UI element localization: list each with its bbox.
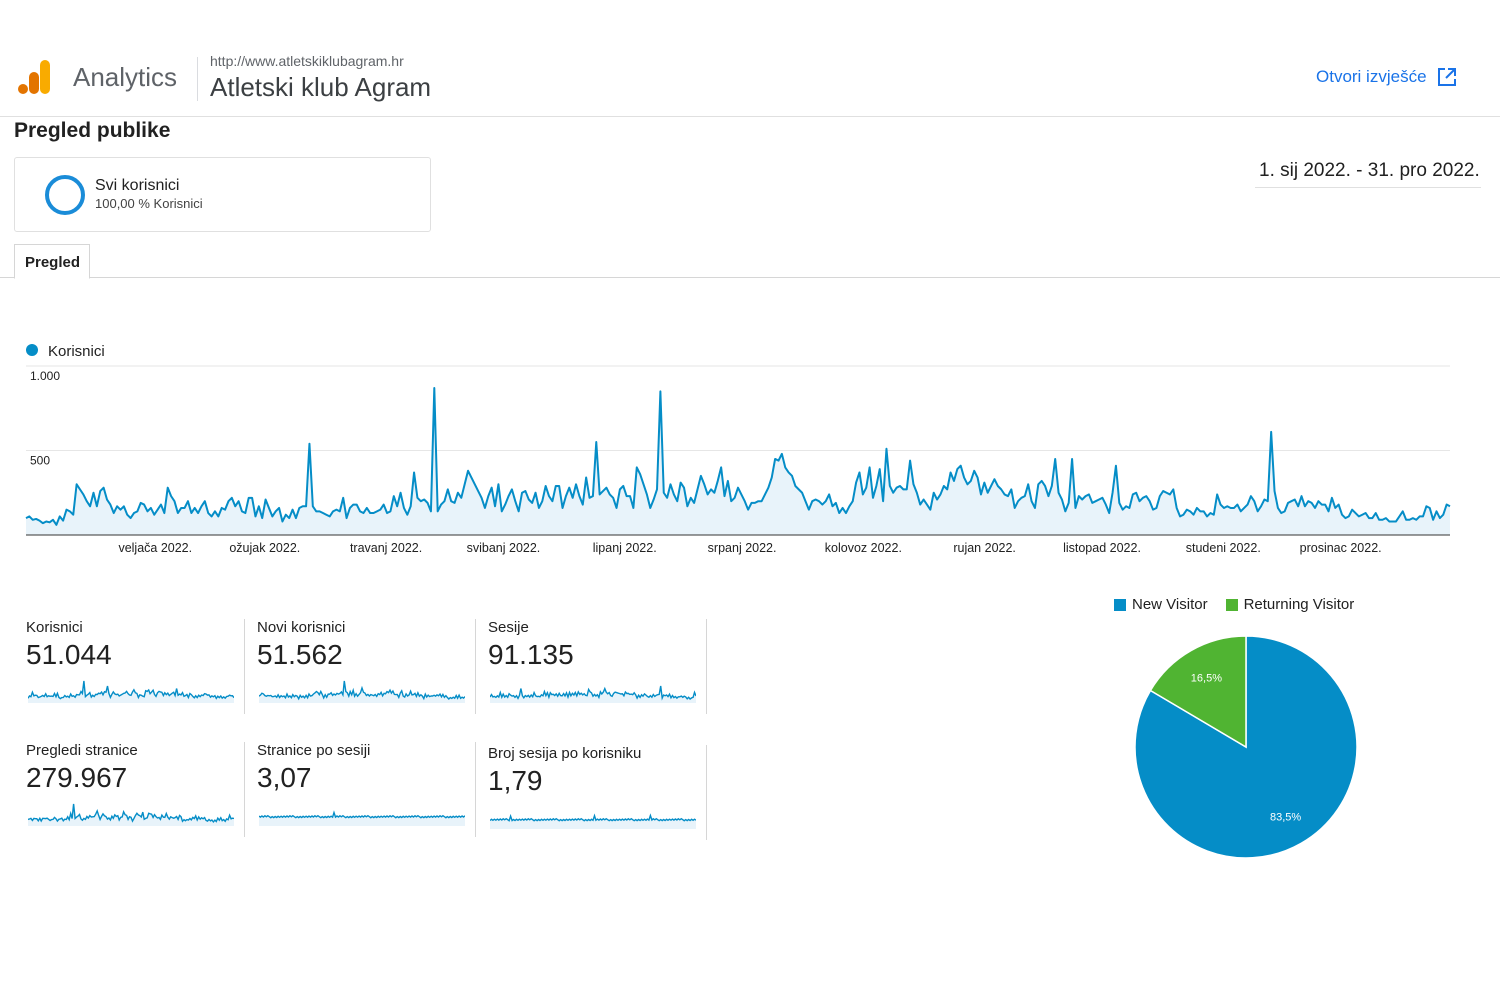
metric-sparkline xyxy=(490,813,696,829)
legend-label[interactable]: Korisnici xyxy=(48,343,105,360)
legend-dot xyxy=(26,344,38,356)
metric-sparkline xyxy=(28,680,234,703)
sparkline-area xyxy=(490,815,696,829)
sparkline-line xyxy=(259,810,465,819)
legend-label: New Visitor xyxy=(1132,596,1208,613)
sparkline-line xyxy=(28,803,234,824)
x-tick-label: rujan 2022. xyxy=(953,541,1016,555)
metric-divider xyxy=(475,742,476,837)
segment-percentage: 100,00 % Korisnici xyxy=(95,196,203,211)
metric-value: 51.044 xyxy=(26,639,112,670)
x-tick-label: kolovoz 2022. xyxy=(825,541,902,555)
x-tick-label: veljača 2022. xyxy=(118,541,192,555)
pie-slice-label: 16,5% xyxy=(1191,673,1222,685)
pie-slice-returning-visitor[interactable] xyxy=(1149,635,1247,749)
metric-divider xyxy=(244,742,245,837)
pie-slice-label: 83,5% xyxy=(1270,811,1301,823)
x-tick-label: prosinac 2022. xyxy=(1300,541,1382,555)
sparkline-line xyxy=(490,685,696,701)
metric-divider xyxy=(244,619,245,714)
series-area xyxy=(26,387,1450,535)
metric-label: Broj sesija po korisniku xyxy=(488,745,642,762)
legend-swatch xyxy=(1114,598,1126,611)
segment-ring-icon xyxy=(45,175,85,215)
metric-pregledi-stranice[interactable]: Pregledi stranice 279.967 xyxy=(26,742,246,842)
metric-value: 279.967 xyxy=(26,762,128,793)
sparkline-area xyxy=(259,681,465,703)
x-tick-label: listopad 2022. xyxy=(1063,541,1141,555)
sparkline-area xyxy=(28,681,234,703)
metric-sparkline xyxy=(259,680,465,703)
sparkline-area xyxy=(259,812,465,826)
metric-sparkline xyxy=(490,685,696,703)
metric-value: 3,07 xyxy=(257,762,312,793)
sparkline-area xyxy=(28,804,234,826)
sparkline-line xyxy=(28,680,234,700)
analytics-logo-icon xyxy=(18,60,50,94)
metric-korisnici[interactable]: Korisnici 51.044 xyxy=(26,619,246,719)
visitor-pie-chart: 83,5% 16,5% xyxy=(1134,635,1358,859)
metric-label: Novi korisnici xyxy=(257,619,346,636)
tab-pregled[interactable]: Pregled xyxy=(14,244,90,279)
metric-label: Sesije xyxy=(488,619,529,636)
metric-divider xyxy=(706,745,707,840)
x-tick-label: travanj 2022. xyxy=(350,541,422,555)
pie-legend: New Visitor Returning Visitor xyxy=(1114,596,1354,613)
x-tick-label: srpanj 2022. xyxy=(708,541,777,555)
metric-value: 51.562 xyxy=(257,639,343,670)
metric-divider xyxy=(475,619,476,714)
users-line-chart: Korisnici 1.000 500 veljača 2022. ožujak 202… xyxy=(25,343,1451,555)
metric-label: Korisnici xyxy=(26,619,83,636)
metric-value: 91.135 xyxy=(488,639,574,670)
open-report-label: Otvori izvješće xyxy=(1316,67,1427,86)
metric-sparkline xyxy=(28,803,234,826)
header: Analytics http://www.atletskiklubagram.h… xyxy=(0,0,1500,117)
site-url: http://www.atletskiklubagram.hr xyxy=(210,53,404,69)
metric-sesije[interactable]: Sesije 91.135 xyxy=(488,619,708,719)
y-tick-label: 1.000 xyxy=(30,369,60,383)
legend-swatch xyxy=(1225,598,1238,611)
metric-label: Stranice po sesiji xyxy=(257,742,371,759)
metric-novi-korisnici[interactable]: Novi korisnici 51.562 xyxy=(257,619,477,719)
legend-new-visitor[interactable]: New Visitor xyxy=(1114,596,1208,613)
metric-divider xyxy=(706,619,707,714)
metric-stranice-po-sesiji[interactable]: Stranice po sesiji 3,07 xyxy=(257,742,477,842)
open-report-link[interactable]: Otvori izvješće xyxy=(1316,67,1457,87)
x-tick-label: studeni 2022. xyxy=(1186,541,1261,555)
tab-bar xyxy=(0,277,1500,278)
site-name[interactable]: Atletski klub Agram xyxy=(210,72,432,102)
visitor-type-pie-panel: New Visitor Returning Visitor 83,5% 16,5% xyxy=(1100,590,1400,870)
date-range-picker[interactable]: 1. sij 2022. - 31. pro 2022. xyxy=(1255,158,1481,188)
segment-card[interactable]: Svi korisnici 100,00 % Korisnici xyxy=(14,157,431,232)
y-tick-label: 500 xyxy=(30,454,50,468)
sparkline-line xyxy=(259,680,465,701)
metric-label: Pregledi stranice xyxy=(26,742,138,759)
open-in-new-icon xyxy=(1437,68,1456,86)
x-tick-label: lipanj 2022. xyxy=(593,541,657,555)
header-divider xyxy=(197,57,198,101)
series-line xyxy=(25,386,1451,526)
legend-returning-visitor[interactable]: Returning Visitor xyxy=(1225,596,1355,613)
metric-value: 1,79 xyxy=(488,765,543,796)
legend-label: Returning Visitor xyxy=(1243,596,1355,613)
sparkline-line xyxy=(490,813,696,822)
page-title: Pregled publike xyxy=(14,119,171,142)
metric-sesije-po-korisniku[interactable]: Broj sesija po korisniku 1,79 xyxy=(488,745,708,845)
sparkline-area xyxy=(490,686,696,703)
x-tick-label: ožujak 2022. xyxy=(229,541,300,555)
segment-name: Svi korisnici xyxy=(95,177,180,194)
metric-sparkline xyxy=(259,810,465,826)
app-name: Analytics xyxy=(73,62,178,92)
x-tick-label: svibanj 2022. xyxy=(467,541,541,555)
